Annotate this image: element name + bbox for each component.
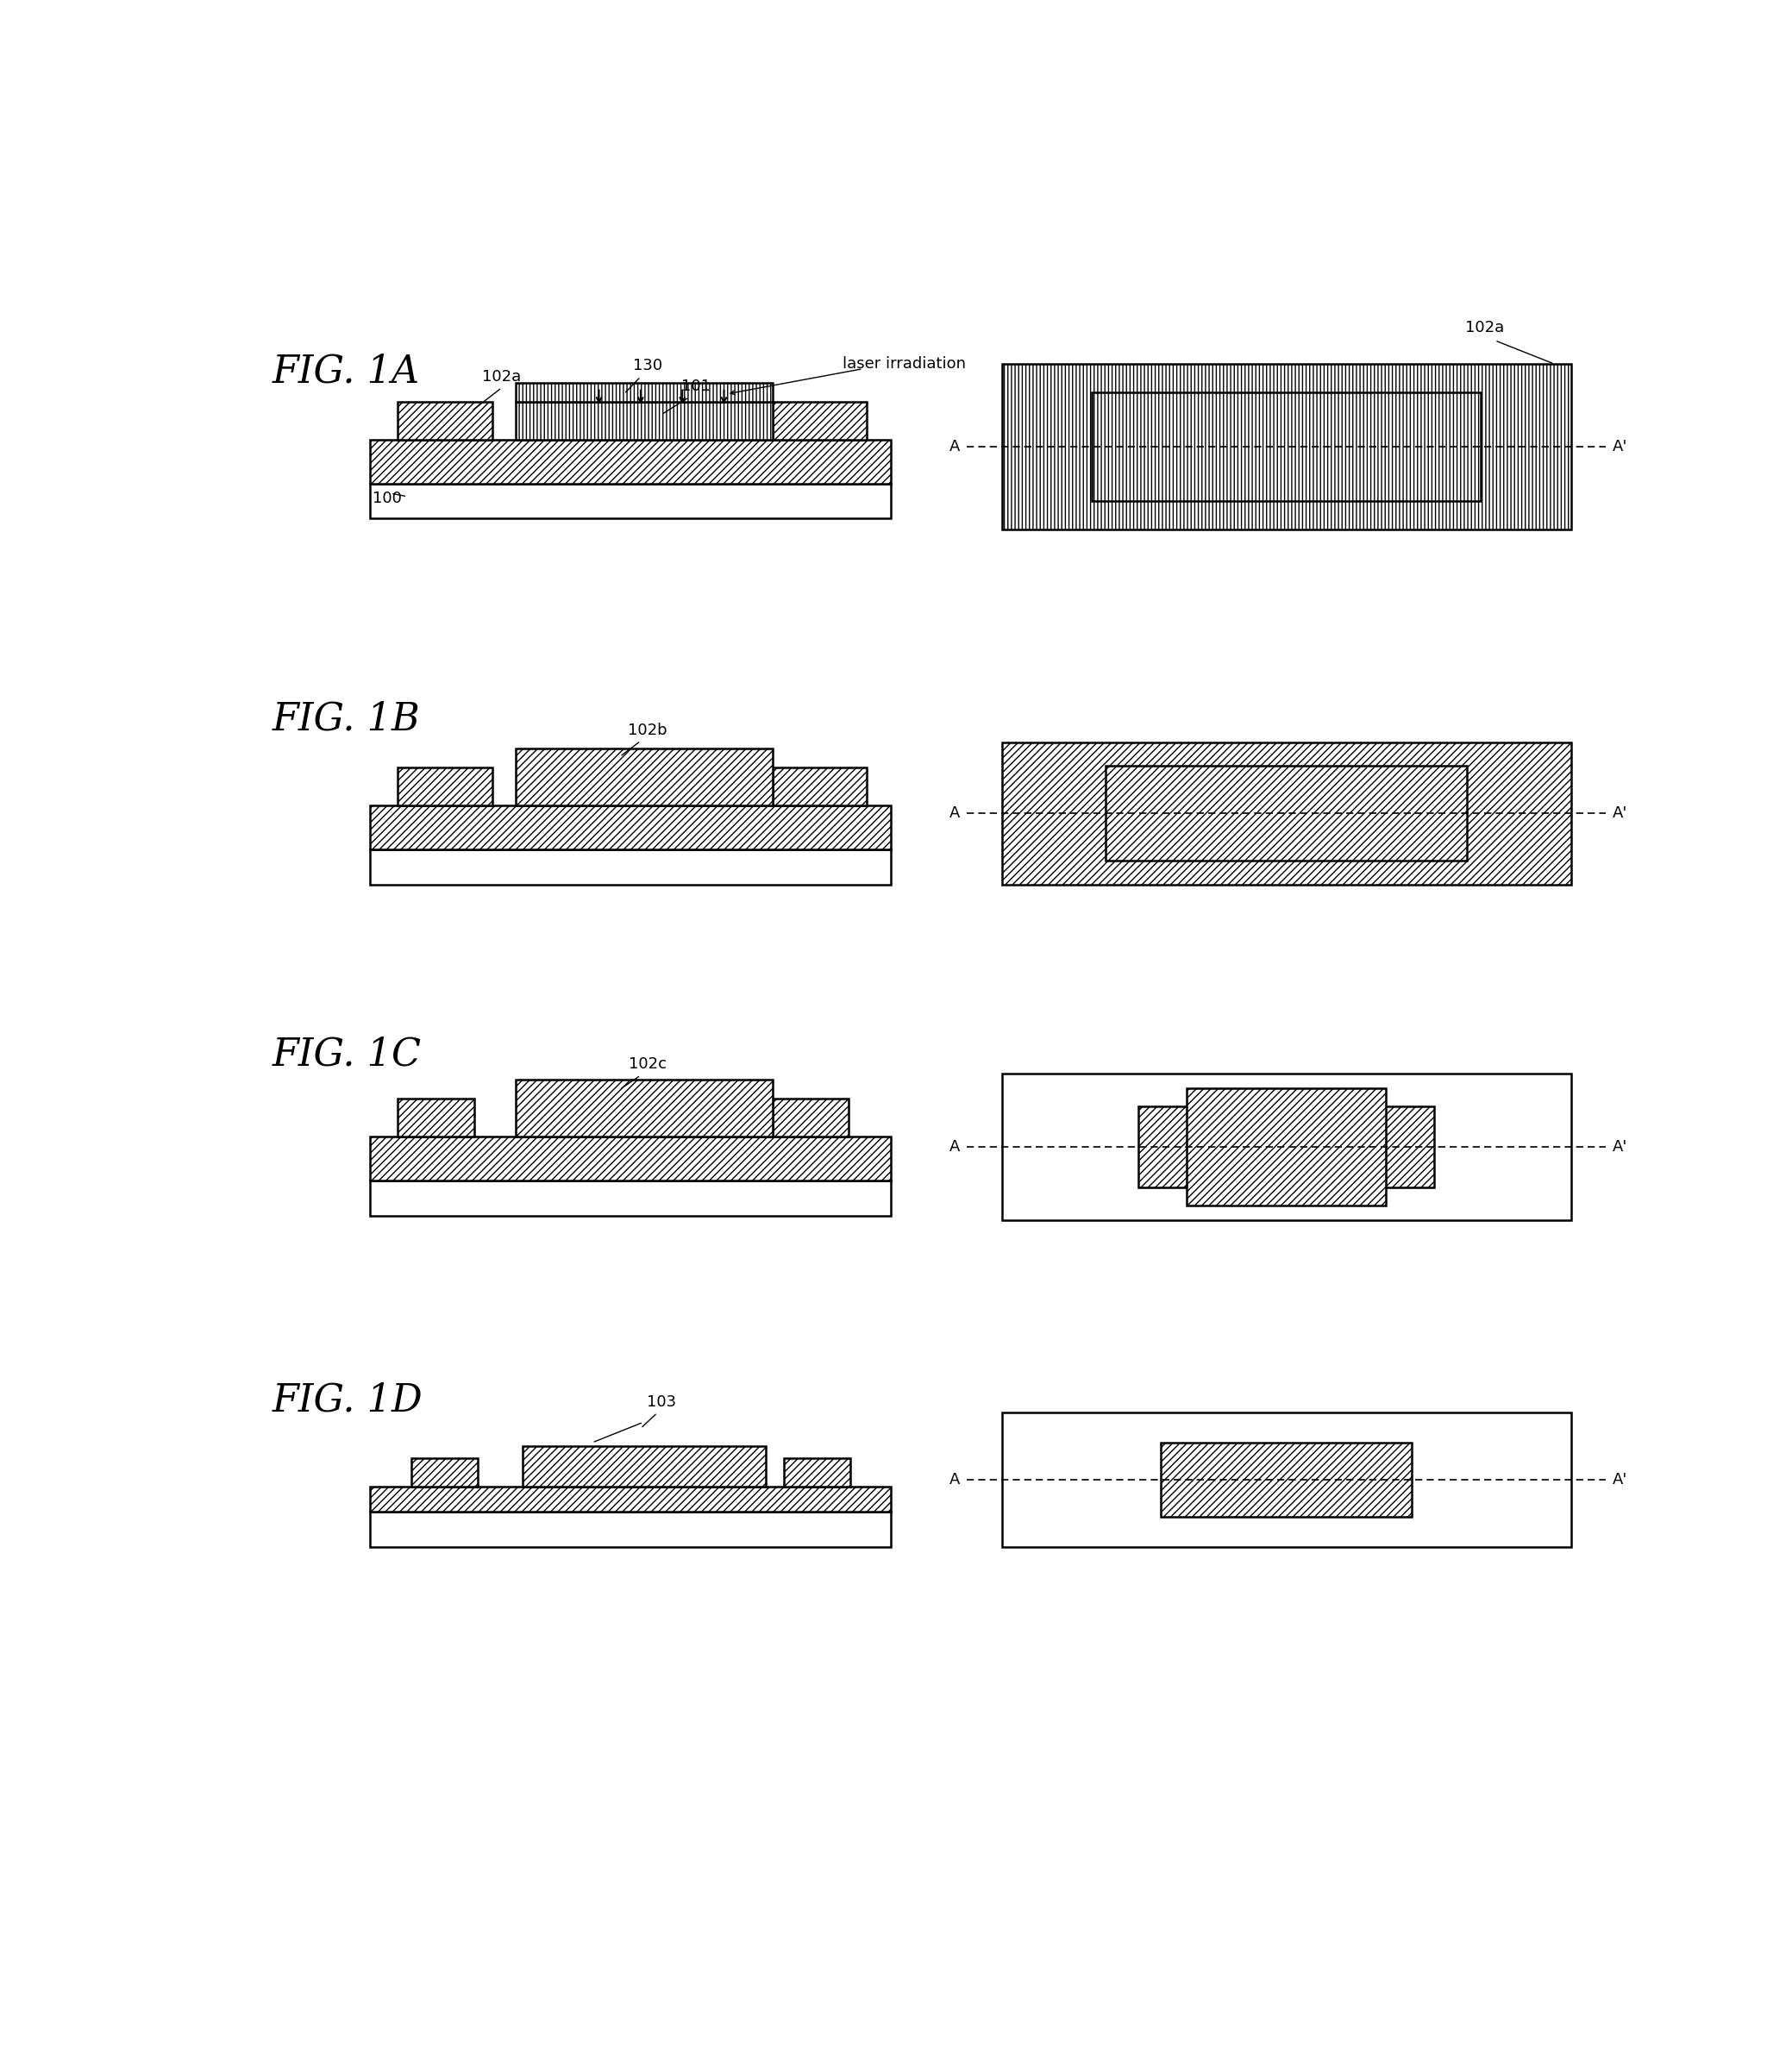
Text: 103: 103 bbox=[647, 1395, 676, 1409]
Text: 102c: 102c bbox=[629, 1057, 667, 1071]
Bar bbox=[516, 401, 772, 440]
Bar bbox=[1002, 1413, 1572, 1546]
Text: 102b: 102b bbox=[627, 723, 667, 737]
Bar bbox=[369, 1511, 891, 1546]
Text: laser irradiation: laser irradiation bbox=[842, 356, 966, 373]
Bar bbox=[516, 383, 772, 401]
Text: FIG. 1C: FIG. 1C bbox=[272, 1036, 421, 1073]
Text: A': A' bbox=[1613, 438, 1627, 455]
Text: A: A bbox=[950, 438, 961, 455]
Bar bbox=[1002, 1073, 1572, 1221]
Bar bbox=[369, 850, 891, 885]
Bar bbox=[398, 768, 493, 805]
Bar bbox=[523, 1446, 765, 1487]
Bar bbox=[772, 401, 867, 440]
Bar bbox=[369, 1487, 891, 1511]
Bar bbox=[1002, 743, 1572, 885]
Text: A': A' bbox=[1613, 805, 1627, 821]
Text: A: A bbox=[950, 1473, 961, 1487]
Text: 101: 101 bbox=[681, 379, 711, 393]
Bar bbox=[1002, 365, 1572, 530]
Bar bbox=[1138, 1106, 1434, 1188]
Bar bbox=[1186, 1087, 1385, 1206]
Bar bbox=[369, 440, 891, 483]
Text: 102a: 102a bbox=[482, 369, 521, 385]
Text: 130: 130 bbox=[633, 358, 663, 373]
Bar bbox=[398, 401, 493, 440]
Bar bbox=[369, 483, 891, 518]
Bar bbox=[1161, 1444, 1412, 1518]
Text: FIG. 1D: FIG. 1D bbox=[272, 1382, 423, 1419]
Bar bbox=[516, 1079, 772, 1137]
Text: FIG. 1B: FIG. 1B bbox=[272, 700, 421, 737]
Bar bbox=[516, 750, 772, 805]
Bar bbox=[772, 768, 867, 805]
Bar bbox=[1106, 766, 1468, 860]
Bar bbox=[369, 805, 891, 850]
Bar bbox=[412, 1458, 478, 1487]
Text: A: A bbox=[950, 1139, 961, 1155]
Bar bbox=[772, 1100, 849, 1137]
Bar bbox=[1091, 393, 1480, 502]
Text: FIG. 1A: FIG. 1A bbox=[272, 354, 419, 391]
Text: 100: 100 bbox=[373, 489, 401, 506]
Bar bbox=[369, 1182, 891, 1217]
Text: A': A' bbox=[1613, 1473, 1627, 1487]
Bar bbox=[783, 1458, 851, 1487]
Bar bbox=[369, 1137, 891, 1182]
Text: A: A bbox=[950, 805, 961, 821]
Text: A': A' bbox=[1613, 1139, 1627, 1155]
Text: 102a: 102a bbox=[1466, 319, 1505, 336]
Bar bbox=[398, 1100, 473, 1137]
